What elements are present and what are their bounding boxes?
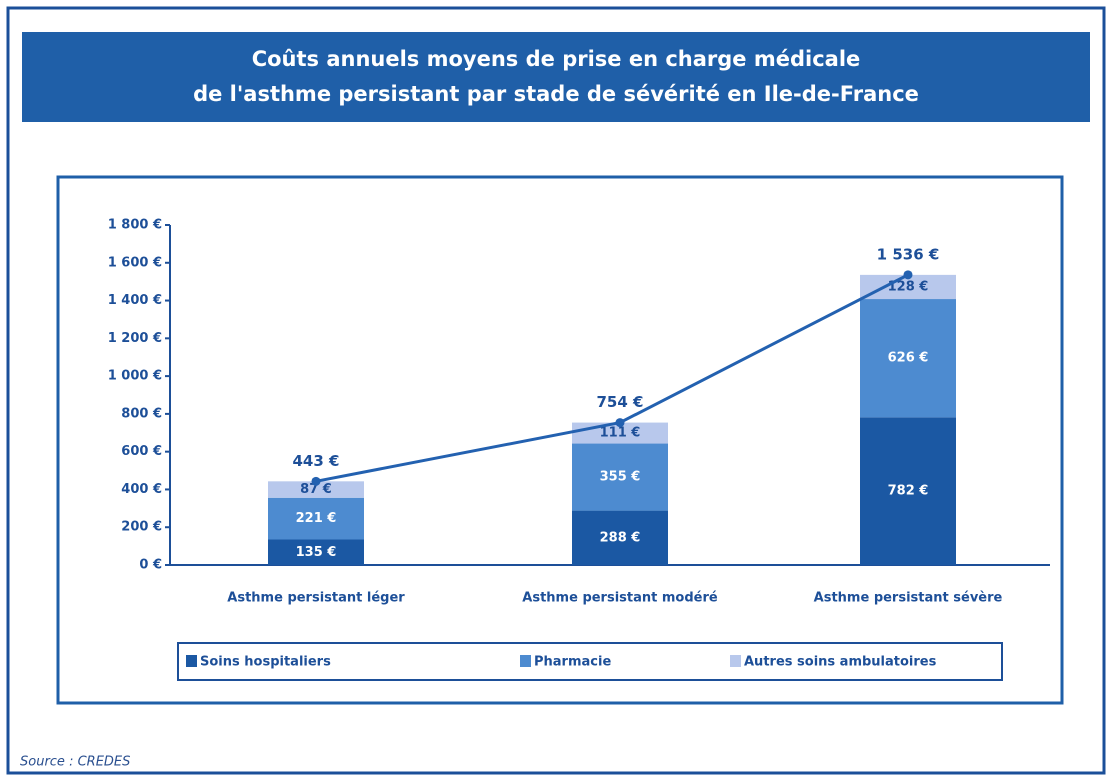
x-tick-label: Asthme persistant sévère bbox=[814, 591, 1003, 606]
bar-segment bbox=[268, 497, 364, 540]
bar-segment bbox=[860, 299, 956, 418]
total-label: 754 € bbox=[597, 393, 644, 411]
x-tick-label: Asthme persistant léger bbox=[227, 591, 405, 606]
y-tick-label: 200 € bbox=[121, 520, 162, 535]
total-label: 1 536 € bbox=[877, 245, 940, 263]
total-point bbox=[615, 418, 625, 428]
bar-segment bbox=[268, 481, 364, 498]
y-tick-label: 1 600 € bbox=[108, 255, 162, 270]
x-tick-label: Asthme persistant modéré bbox=[522, 591, 718, 606]
y-tick-label: 600 € bbox=[121, 444, 162, 459]
legend-label: Pharmacie bbox=[534, 655, 611, 670]
y-tick-label: 800 € bbox=[121, 406, 162, 421]
chart-title: de l'asthme persistant par stade de sévé… bbox=[193, 82, 919, 106]
legend-swatch bbox=[186, 655, 197, 667]
bar-segment bbox=[572, 443, 668, 511]
value-label: 135 € bbox=[296, 545, 337, 560]
value-label: 221 € bbox=[296, 511, 337, 526]
y-tick-label: 1 800 € bbox=[108, 218, 162, 233]
total-point bbox=[311, 476, 321, 486]
y-tick-label: 0 € bbox=[139, 558, 162, 573]
legend-box bbox=[177, 642, 1003, 681]
source: Source : CREDES bbox=[20, 755, 130, 770]
legend-label: Soins hospitaliers bbox=[200, 655, 331, 670]
value-label: 87 € bbox=[300, 482, 332, 497]
value-label: 128 € bbox=[888, 279, 929, 294]
y-tick-label: 1 000 € bbox=[108, 369, 162, 384]
value-label: 782 € bbox=[888, 484, 929, 499]
legend-swatch bbox=[520, 655, 531, 667]
legend-swatch bbox=[730, 655, 741, 667]
chart-title: Coûts annuels moyens de prise en charge … bbox=[252, 47, 861, 71]
legend-label: Autres soins ambulatoires bbox=[744, 655, 937, 670]
bar-segment bbox=[572, 510, 668, 565]
y-tick-label: 1 200 € bbox=[108, 331, 162, 346]
value-label: 355 € bbox=[600, 470, 641, 485]
total-label: 443 € bbox=[293, 452, 340, 470]
bar-segment bbox=[860, 417, 956, 565]
title-banner bbox=[22, 32, 1090, 122]
chart-frame bbox=[56, 175, 1064, 705]
bar-segment bbox=[268, 539, 364, 565]
total-point bbox=[903, 270, 913, 280]
y-tick-label: 400 € bbox=[121, 482, 162, 497]
value-label: 111 € bbox=[600, 426, 641, 441]
value-label: 626 € bbox=[888, 351, 929, 366]
y-tick-label: 1 400 € bbox=[108, 293, 162, 308]
value-label: 288 € bbox=[600, 530, 641, 545]
